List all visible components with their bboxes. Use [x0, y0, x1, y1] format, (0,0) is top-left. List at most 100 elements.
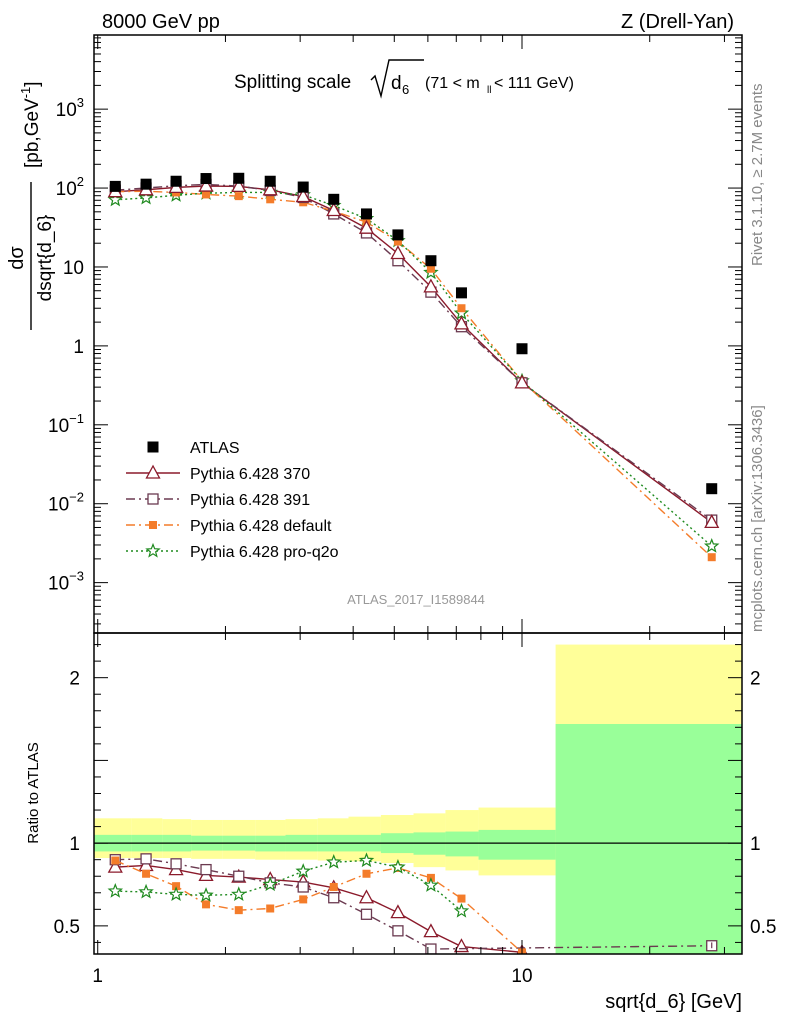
legend-label-p370: Pythia 6.428 370 — [190, 466, 310, 483]
legend-marker-p391 — [147, 493, 159, 505]
y-label-unit: [pb,GeV — [22, 98, 43, 168]
main-point-p370 — [326, 202, 342, 217]
ratio-point-p370 — [358, 889, 375, 904]
main-point-proq2o — [107, 191, 124, 207]
main-point-atlas — [328, 193, 340, 205]
ratio-line-p391 — [115, 858, 712, 950]
ratio-y-tick-label-right: 2 — [750, 669, 761, 690]
main-point-default — [457, 304, 466, 313]
y-label-numerator: dσ — [6, 246, 28, 270]
ratio-point-proq2o — [107, 882, 124, 898]
ratio-point-proq2o — [325, 854, 342, 869]
ratio-y-tick-label-right: 1 — [750, 834, 761, 855]
plot-title: Splitting scale d 6 (71 < m ll < 111 GeV… — [234, 59, 574, 99]
main-point-atlas — [392, 229, 404, 241]
ratio-point-default — [234, 906, 243, 915]
svg-text:(71 < m: (71 < m — [425, 75, 480, 92]
main-point-p370 — [231, 178, 247, 193]
ratio-point-proq2o — [168, 886, 184, 902]
legend-label-atlas: ATLAS — [190, 440, 240, 457]
mcplots-label: mcplots.cern.ch [arXiv:1306.3436] — [749, 405, 766, 632]
title-range-prefix: (71 < m — [425, 75, 480, 92]
main-point-p370 — [390, 245, 406, 260]
ratio-point-p391 — [425, 943, 437, 954]
svg-text:d: d — [391, 73, 402, 94]
x-axis-label: sqrt{d_6} [GeV] — [605, 991, 742, 1013]
main-point-p370 — [453, 315, 470, 330]
main-point-atlas — [109, 180, 121, 192]
main-panel-series — [107, 172, 720, 562]
main-point-atlas — [200, 173, 212, 185]
ratio-y-tick-label: 1 — [69, 834, 80, 855]
main-point-default — [707, 553, 716, 562]
header-process-label: Z (Drell-Yan) — [621, 11, 734, 33]
ratio-point-default — [266, 904, 275, 913]
ratio-point-proq2o — [198, 887, 214, 902]
ratio-point-proq2o — [138, 883, 154, 899]
ratio-point-default — [299, 895, 308, 904]
ratio-point-p370 — [423, 923, 439, 938]
ratio-point-proq2o — [390, 858, 406, 874]
ratio-band-green — [445, 831, 479, 857]
axis-tick-labels: 10−3 10−2 10−1 1 10 102 103 0.5 0.5 1 1 2 2 1 10 — [48, 95, 776, 987]
ratio-y-tick-label: 0.5 — [54, 917, 80, 938]
x-tick-label: 1 — [92, 966, 103, 987]
legend-marker-atlas — [147, 441, 159, 453]
main-point-atlas — [233, 172, 245, 184]
y-tick-label: 103 — [56, 95, 84, 121]
ratio-point-proq2o — [231, 886, 247, 902]
main-y-axis-label: dσ dsqrt{d_6} [pb,GeV-1] — [6, 81, 56, 330]
main-point-atlas — [170, 175, 182, 187]
y-label-unit-exponent: -1 — [18, 87, 33, 99]
ratio-point-p370 — [107, 858, 123, 873]
main-point-p370 — [262, 181, 278, 196]
y-label-unit-close: ] — [22, 81, 43, 86]
main-point-default — [393, 237, 402, 246]
title-variable: d — [391, 73, 402, 94]
main-point-atlas — [297, 181, 309, 193]
main-point-proq2o — [703, 537, 720, 553]
ratio-panel-series — [107, 852, 718, 954]
main-point-p370 — [358, 219, 375, 234]
ratio-point-default — [457, 894, 466, 903]
ratio-point-default — [329, 882, 338, 891]
legend-label-p391: Pythia 6.428 391 — [190, 492, 310, 509]
y-tick-label: 10−3 — [48, 569, 84, 595]
title-range-suffix: < 111 GeV) — [494, 75, 574, 92]
main-point-default — [266, 195, 275, 204]
ratio-y-tick-label-right: 0.5 — [750, 917, 776, 938]
ratio-point-p391 — [200, 863, 212, 876]
ratio-point-proq2o — [358, 852, 375, 868]
ratio-uncertainty-bands — [94, 644, 742, 954]
ratio-point-p391 — [297, 881, 309, 893]
ratio-point-p391 — [360, 908, 373, 920]
rivet-version-label: Rivet 3.1.10, ≥ 2.7M events — [749, 84, 766, 267]
ratio-point-default — [142, 869, 151, 878]
ratio-point-default — [172, 882, 181, 891]
ratio-band-green — [478, 829, 556, 860]
ratio-point-default — [111, 856, 120, 865]
ratio-point-proq2o — [262, 876, 278, 892]
legend-marker-proq2o — [145, 542, 161, 558]
ratio-point-proq2o — [423, 877, 439, 892]
svg-text:[pb,GeV-1]: [pb,GeV-1] — [18, 81, 43, 168]
main-point-atlas — [360, 208, 372, 220]
ratio-point-default — [202, 900, 211, 909]
main-point-atlas — [706, 483, 718, 495]
main-point-default — [234, 192, 243, 201]
ratio-band-green — [555, 724, 742, 954]
axis-ticks — [94, 35, 742, 954]
svg-text:6: 6 — [402, 82, 409, 97]
y-tick-label: 102 — [56, 174, 84, 200]
main-point-p370 — [704, 514, 720, 529]
main-point-atlas — [140, 178, 152, 190]
main-point-proq2o — [138, 189, 154, 205]
header-energy-label: 8000 GeV pp — [102, 11, 220, 33]
svg-text:Splitting scale: Splitting scale — [234, 72, 351, 93]
x-tick-label: 10 — [511, 966, 532, 987]
title-variable-subscript: 6 — [402, 82, 409, 97]
analysis-watermark: ATLAS_2017_I1589844 — [347, 592, 485, 607]
main-point-atlas — [455, 287, 467, 299]
ratio-point-proq2o — [453, 902, 470, 918]
y-tick-label: 10−1 — [48, 411, 84, 437]
